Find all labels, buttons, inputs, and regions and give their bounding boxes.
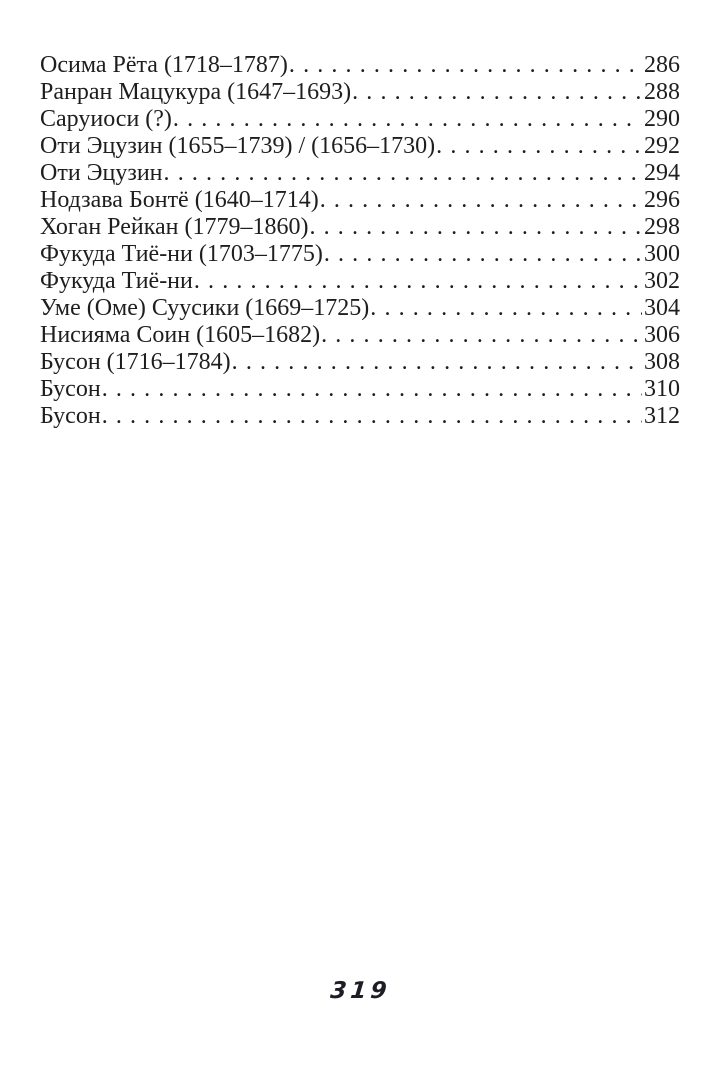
leader-dots bbox=[324, 241, 642, 268]
leader-dots bbox=[320, 187, 642, 214]
toc-entry-label: Фукуда Тиё-ни (1703–1775) bbox=[40, 241, 323, 267]
toc-entry-page-number: 308 bbox=[644, 349, 680, 375]
leader-dots bbox=[436, 133, 642, 160]
toc-entry-page-number: 300 bbox=[644, 241, 680, 267]
toc-entry: Осима Рёта (1718–1787) 286 bbox=[40, 52, 680, 79]
toc-entry: Оти Эцузин (1655–1739) / (1656–1730) 292 bbox=[40, 133, 680, 160]
toc-entry: Ранран Мацукура (1647–1693) 288 bbox=[40, 79, 680, 106]
toc-entry-label: Нодзава Бонтё (1640–1714) bbox=[40, 187, 319, 213]
toc-entry: Бусон (1716–1784) 308 bbox=[40, 349, 680, 376]
toc-entry-label: Бусон bbox=[40, 376, 101, 402]
leader-dots bbox=[173, 106, 642, 133]
toc-entry: Саруиоси (?) 290 bbox=[40, 106, 680, 133]
toc-entry-page-number: 298 bbox=[644, 214, 680, 240]
toc-entry-page-number: 304 bbox=[644, 295, 680, 321]
leader-dots bbox=[164, 160, 642, 187]
toc-list: Осима Рёта (1718–1787) 286 Ранран Мацуку… bbox=[40, 52, 680, 430]
toc-entry: Фукуда Тиё-ни 302 bbox=[40, 268, 680, 295]
toc-entry: Нисияма Соин (1605–1682) 306 bbox=[40, 322, 680, 349]
toc-entry: Уме (Оме) Суусики (1669–1725) 304 bbox=[40, 295, 680, 322]
toc-entry-page-number: 310 bbox=[644, 376, 680, 402]
toc-entry-label: Уме (Оме) Суусики (1669–1725) bbox=[40, 295, 370, 321]
toc-entry-page-number: 294 bbox=[644, 160, 680, 186]
leader-dots bbox=[194, 268, 642, 295]
toc-entry: Нодзава Бонтё (1640–1714) 296 bbox=[40, 187, 680, 214]
toc-entry-label: Саруиоси (?) bbox=[40, 106, 172, 132]
leader-dots bbox=[289, 52, 642, 79]
toc-entry: Оти Эцузин 294 bbox=[40, 160, 680, 187]
toc-entry-label: Фукуда Тиё-ни bbox=[40, 268, 193, 294]
leader-dots bbox=[102, 403, 642, 430]
leader-dots bbox=[309, 214, 642, 241]
toc-entry-label: Нисияма Соин (1605–1682) bbox=[40, 322, 321, 348]
toc-entry: Бусон 310 bbox=[40, 376, 680, 403]
toc-entry-page-number: 292 bbox=[644, 133, 680, 159]
toc-entry-label: Хоган Рейкан (1779–1860) bbox=[40, 214, 309, 240]
toc-entry-page-number: 288 bbox=[644, 79, 680, 105]
toc-entry-label: Осима Рёта (1718–1787) bbox=[40, 52, 288, 78]
toc-entry-page-number: 312 bbox=[644, 403, 680, 429]
toc-entry-page-number: 302 bbox=[644, 268, 680, 294]
toc-entry-label: Оти Эцузин bbox=[40, 160, 163, 186]
page-number-footer: 319 bbox=[329, 978, 392, 1004]
toc-entry-page-number: 306 bbox=[644, 322, 680, 348]
toc-entry: Фукуда Тиё-ни (1703–1775) 300 bbox=[40, 241, 680, 268]
toc-entry-label: Бусон bbox=[40, 403, 101, 429]
toc-entry-label: Ранран Мацукура (1647–1693) bbox=[40, 79, 352, 105]
toc-entry-page-number: 286 bbox=[644, 52, 680, 78]
toc-entry-page-number: 290 bbox=[644, 106, 680, 132]
toc-entry-label: Бусон (1716–1784) bbox=[40, 349, 231, 375]
toc-entry: Хоган Рейкан (1779–1860) 298 bbox=[40, 214, 680, 241]
leader-dots bbox=[102, 376, 642, 403]
toc-entry-label: Оти Эцузин (1655–1739) / (1656–1730) bbox=[40, 133, 436, 159]
leader-dots bbox=[370, 295, 642, 322]
leader-dots bbox=[321, 322, 642, 349]
leader-dots bbox=[232, 349, 642, 376]
toc-entry-page-number: 296 bbox=[644, 187, 680, 213]
toc-entry: Бусон 312 bbox=[40, 403, 680, 430]
leader-dots bbox=[352, 79, 642, 106]
